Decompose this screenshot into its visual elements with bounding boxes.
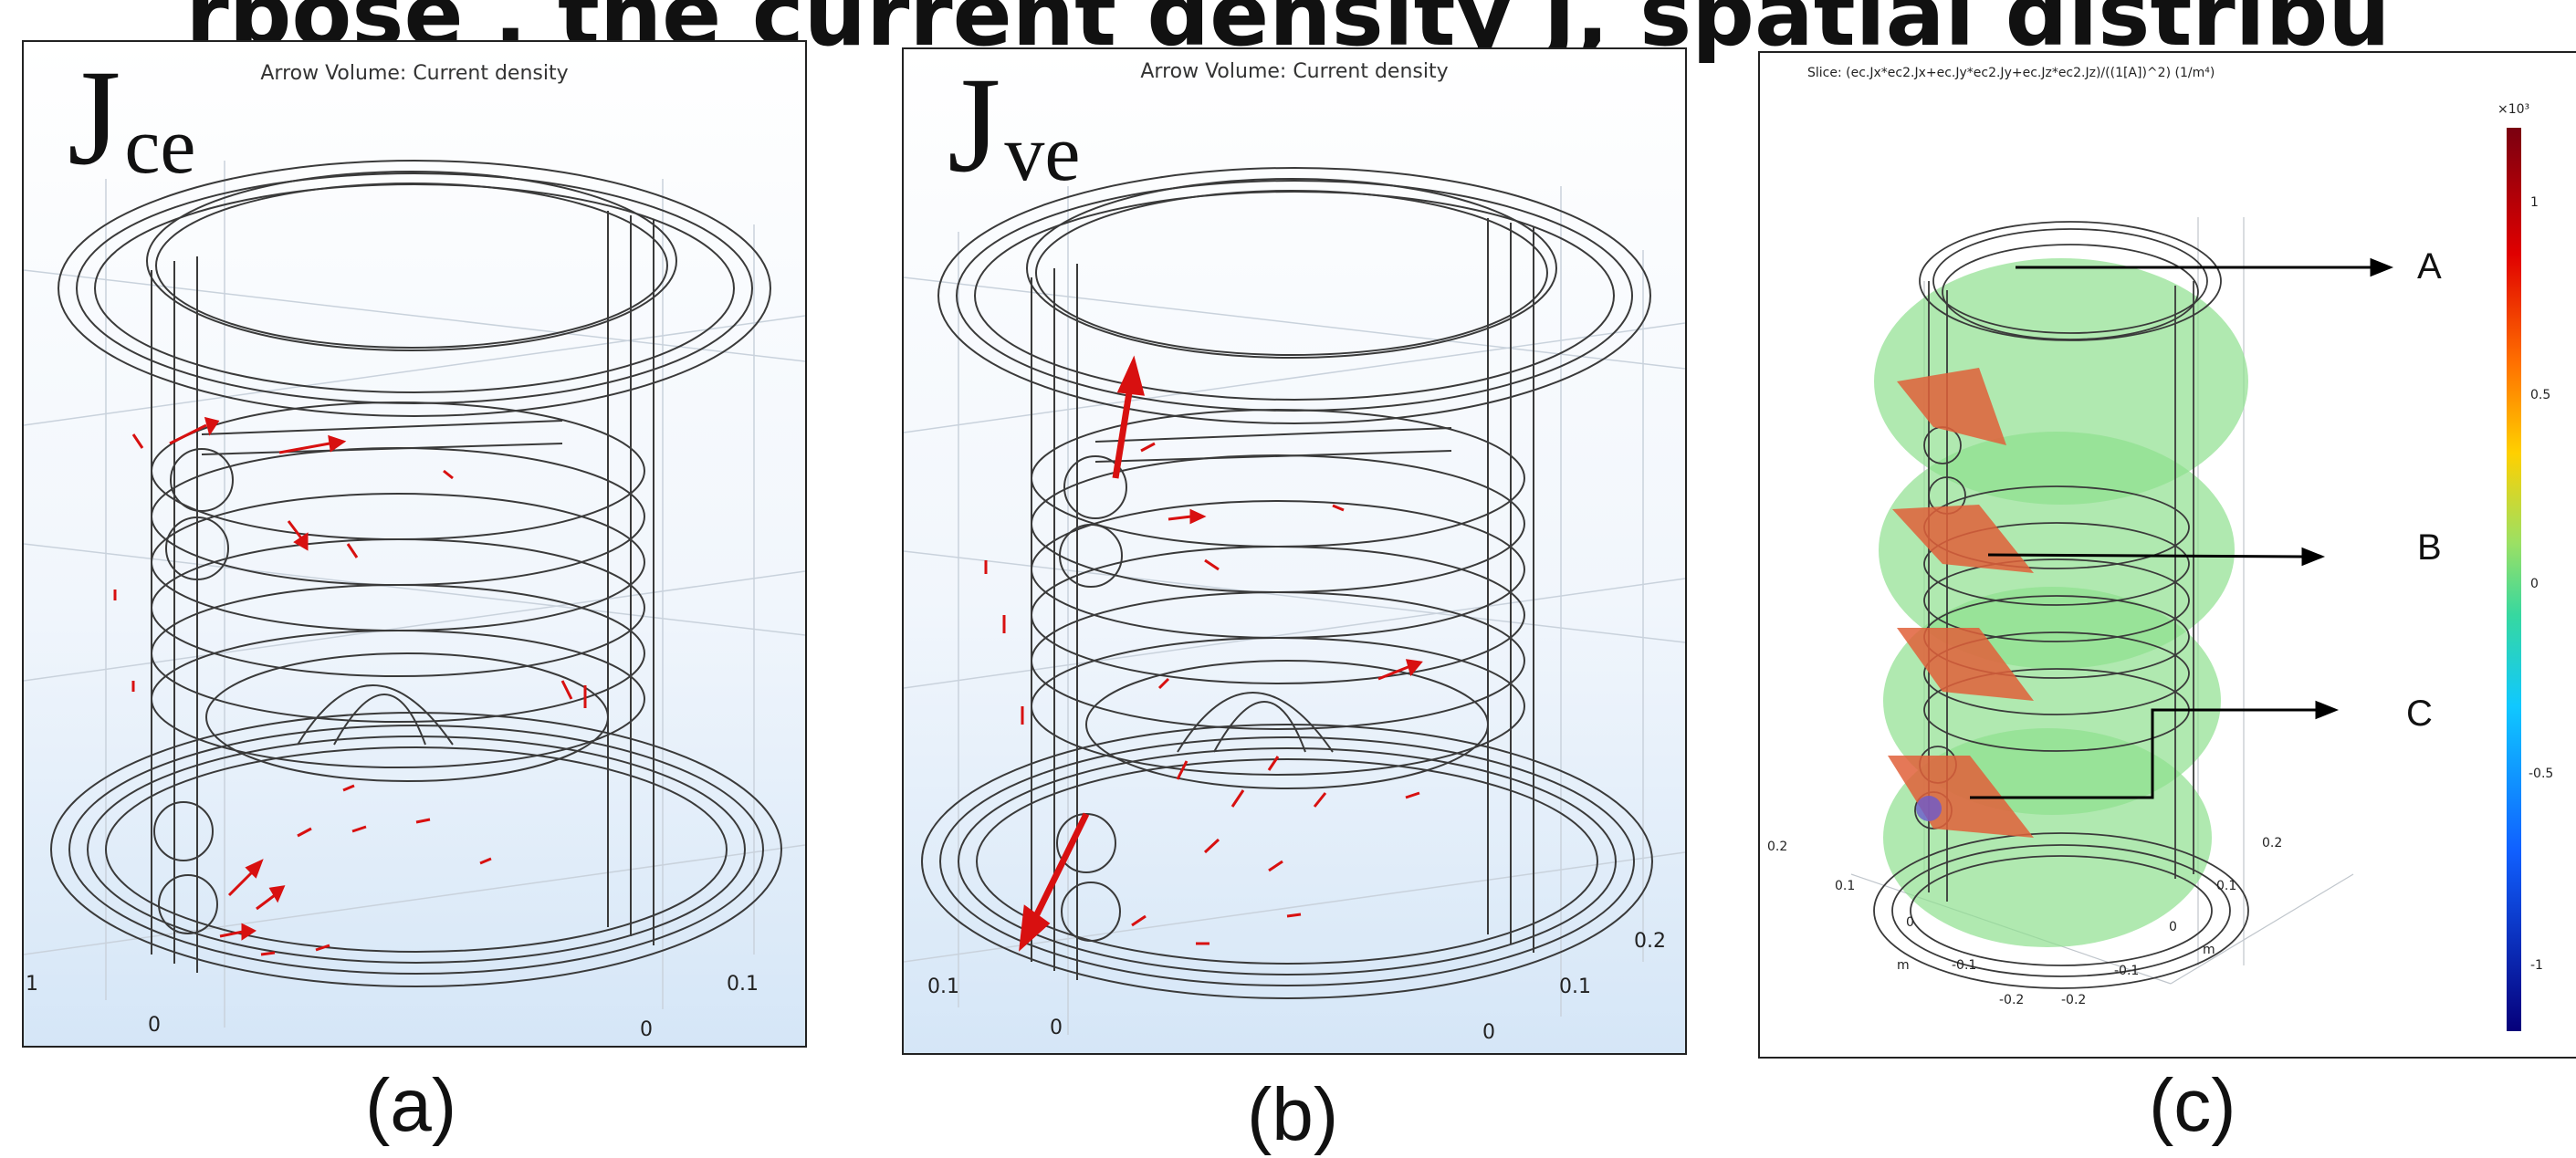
label-C: C (2406, 694, 2433, 734)
colorbar-tick-5: -1 (2530, 958, 2543, 973)
tick-a-4: 0 (640, 1018, 653, 1041)
panel-a-title: Arrow Volume: Current density (260, 62, 569, 85)
tick-c-ym: m (1897, 958, 1910, 973)
panel-a: Arrow Volume: Current density Jce 1 0 0.… (22, 40, 807, 1048)
slice-plot (1850, 217, 2394, 989)
tick-c-y3: 0 (1906, 915, 1914, 930)
tick-b-2: 0 (1050, 1017, 1063, 1039)
tick-b-4: 0.1 (1559, 975, 1591, 998)
tick-c-z3: 0 (2169, 920, 2177, 934)
model-b (904, 167, 1685, 1035)
caption-a: (a) (365, 1064, 457, 1147)
tick-c-y1: 0.2 (1767, 840, 1788, 854)
slice-planes (1874, 258, 2248, 947)
panel-c-title: Slice: (ec.Jx*ec2.Jx+ec.Jy*ec2.Jy+ec.Jz*… (1807, 66, 2215, 80)
current-arrows-a (113, 416, 587, 956)
tick-b-3: 0.2 (1634, 930, 1666, 953)
tick-c-x2: -0.2 (1999, 993, 2025, 1007)
colorbar-exponent: ×10³ (2497, 102, 2530, 117)
model-a (24, 160, 805, 1028)
tick-a-1: 1 (26, 973, 38, 996)
tick-a-2: 0 (148, 1014, 161, 1037)
tick-b-1: 0.1 (927, 975, 959, 998)
tick-c-z4: -0.1 (2114, 964, 2140, 978)
caption-b: (b) (1247, 1073, 1339, 1156)
tick-c-zm: m (2203, 943, 2215, 957)
tick-c-z1: 0.2 (2262, 836, 2283, 850)
tick-a-3: 0.1 (727, 973, 759, 996)
panel-b-title: Arrow Volume: Current density (1140, 60, 1449, 83)
colorbar-tick-4: -0.5 (2529, 767, 2554, 781)
panel-c: Slice: (ec.Jx*ec2.Jx+ec.Jy*ec2.Jy+ec.Jz*… (1758, 51, 2576, 1059)
current-arrows-b (984, 355, 1423, 952)
hotspots (1888, 368, 2034, 838)
tick-c-z2: 0.1 (2216, 879, 2237, 893)
tick-c-z5: -0.2 (2061, 993, 2087, 1007)
jve-symbol: Jve (948, 49, 1081, 201)
tick-b-5: 0 (1482, 1021, 1495, 1044)
panel-b: Arrow Volume: Current density Jve 0.1 0 … (902, 47, 1687, 1055)
colorbar (2507, 128, 2521, 1031)
jce-symbol: Jce (68, 42, 196, 193)
label-A: A (2417, 246, 2442, 287)
tick-c-x1: -0.1 (1952, 958, 1977, 973)
label-arrows (1970, 257, 2394, 799)
colorbar-tick-3: 0 (2530, 577, 2539, 591)
tick-c-y2: 0.1 (1835, 879, 1856, 893)
label-B: B (2417, 527, 2442, 568)
colorbar-tick-1: 1 (2530, 195, 2539, 210)
caption-c: (c) (2149, 1064, 2236, 1147)
colorbar-tick-2: 0.5 (2530, 388, 2551, 402)
